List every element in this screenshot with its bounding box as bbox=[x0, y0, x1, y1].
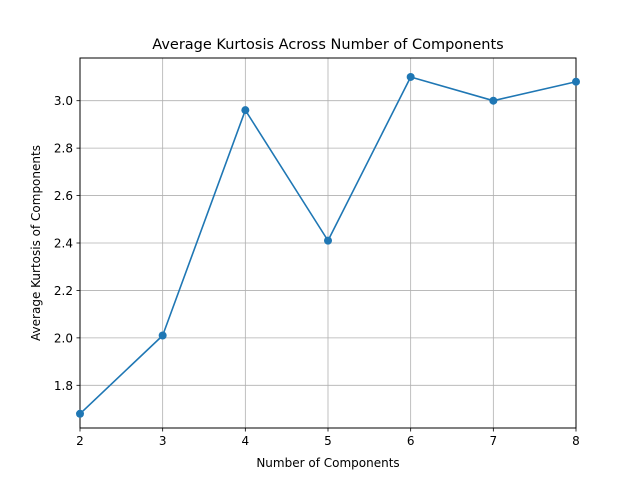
data-point bbox=[76, 409, 84, 418]
x-tick-label: 8 bbox=[572, 434, 580, 448]
y-tick-label: 2.0 bbox=[54, 331, 73, 345]
x-tick-label: 2 bbox=[76, 434, 84, 448]
data-point bbox=[324, 236, 332, 245]
y-tick-label: 2.6 bbox=[54, 189, 73, 203]
data-point bbox=[406, 72, 415, 81]
data-point bbox=[158, 331, 167, 340]
ticks: 2 3 4 5 6 7 8 1.8 2.0 2.2 2.4 2.6 2.8 3.0 bbox=[54, 94, 580, 448]
data-point bbox=[572, 77, 580, 86]
y-axis-label: Average Kurtosis of Components bbox=[29, 145, 43, 341]
y-tick-label: 2.8 bbox=[54, 142, 73, 156]
x-tick-label: 7 bbox=[490, 434, 498, 448]
data-point bbox=[489, 96, 498, 105]
x-tick-label: 5 bbox=[324, 434, 332, 448]
x-axis-label: Number of Components bbox=[256, 456, 399, 470]
y-tick-label: 1.8 bbox=[54, 379, 73, 393]
series bbox=[76, 72, 580, 418]
data-point bbox=[241, 106, 250, 115]
y-tick-label: 2.4 bbox=[54, 237, 73, 251]
x-tick-label: 3 bbox=[159, 434, 167, 448]
y-tick-label: 2.2 bbox=[54, 284, 73, 298]
chart-title: Average Kurtosis Across Number of Compon… bbox=[152, 37, 503, 53]
x-tick-label: 6 bbox=[407, 434, 415, 448]
y-tick-label: 3.0 bbox=[54, 94, 73, 108]
x-tick-label: 4 bbox=[242, 434, 250, 448]
